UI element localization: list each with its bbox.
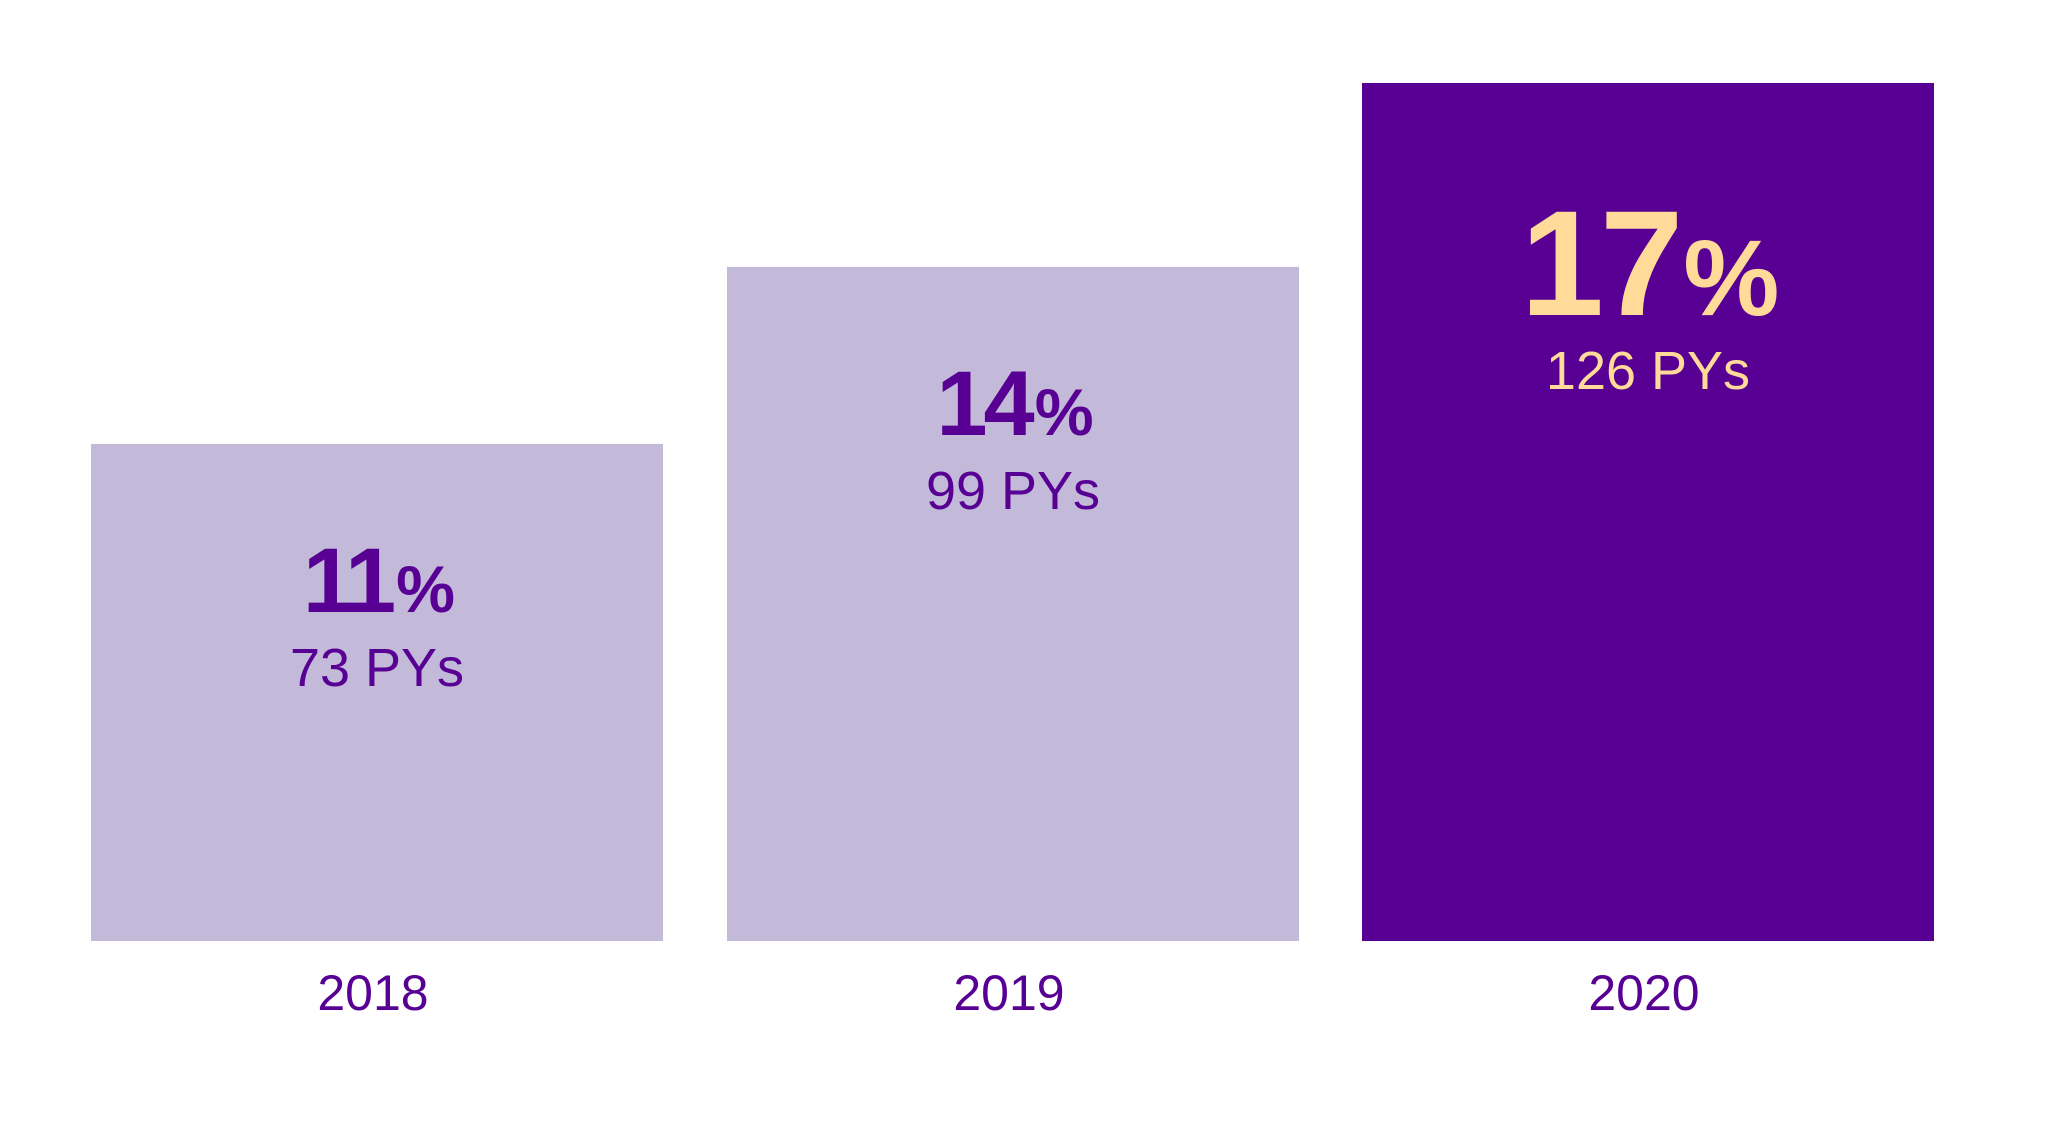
- percent-label: 14%: [936, 353, 1092, 455]
- bar-2020: [1362, 83, 1934, 941]
- x-tick-label: 2018: [317, 965, 428, 1021]
- value-label: 126 PYs: [1546, 341, 1750, 401]
- percent-label: 17%: [1521, 179, 1778, 347]
- bar-2019: [727, 266, 1299, 941]
- x-tick-label: 2020: [1588, 965, 1699, 1021]
- bar-2018: [91, 443, 663, 941]
- percent-label: 11%: [303, 530, 454, 632]
- value-label: 99 PYs: [926, 461, 1100, 521]
- x-tick-label: 2019: [953, 965, 1064, 1021]
- value-label: 73 PYs: [290, 638, 464, 698]
